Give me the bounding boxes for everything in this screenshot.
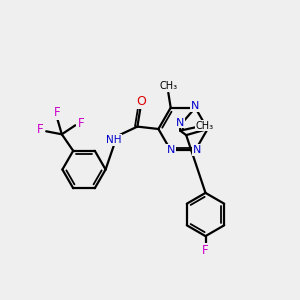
Text: F: F — [202, 244, 209, 257]
Text: N: N — [193, 145, 201, 155]
Text: CH₃: CH₃ — [159, 81, 177, 91]
Text: NH: NH — [106, 135, 121, 145]
Text: N: N — [167, 145, 175, 155]
Text: F: F — [77, 117, 84, 130]
Text: N: N — [191, 101, 200, 111]
Text: F: F — [37, 123, 44, 136]
Text: CH₃: CH₃ — [196, 121, 214, 130]
Text: N: N — [176, 118, 184, 128]
Text: O: O — [136, 95, 146, 108]
Text: F: F — [54, 106, 61, 118]
